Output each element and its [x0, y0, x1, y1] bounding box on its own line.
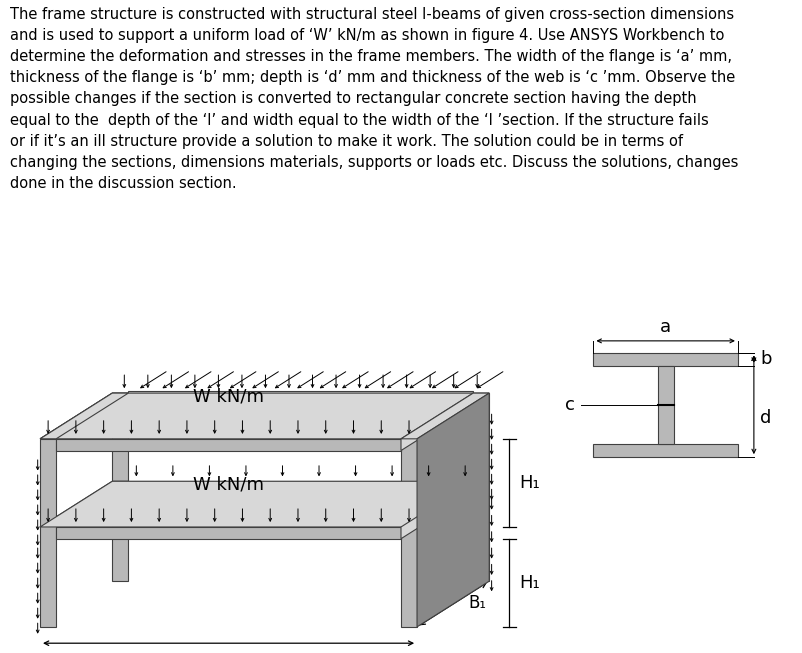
- Bar: [56, 527, 401, 539]
- Polygon shape: [40, 393, 489, 439]
- Text: a: a: [660, 317, 671, 336]
- Polygon shape: [56, 481, 128, 539]
- Text: W kN/m: W kN/m: [193, 387, 264, 406]
- Text: H₁: H₁: [519, 474, 540, 492]
- Polygon shape: [40, 393, 128, 439]
- Polygon shape: [40, 481, 128, 527]
- Bar: [593, 444, 738, 457]
- Bar: [56, 439, 401, 451]
- Text: H₁: H₁: [519, 574, 540, 592]
- Polygon shape: [401, 393, 489, 439]
- Text: b: b: [760, 350, 772, 368]
- Bar: [112, 393, 128, 581]
- Bar: [401, 439, 417, 627]
- Bar: [128, 393, 473, 405]
- Polygon shape: [128, 391, 473, 393]
- Bar: [128, 481, 473, 493]
- Bar: [40, 439, 56, 627]
- Bar: [473, 393, 489, 581]
- Text: d: d: [760, 409, 772, 427]
- Text: c: c: [565, 396, 575, 414]
- Text: W kN/m: W kN/m: [193, 475, 264, 494]
- Polygon shape: [417, 393, 489, 627]
- Text: B₁: B₁: [468, 594, 486, 612]
- Polygon shape: [401, 393, 473, 451]
- Polygon shape: [40, 393, 128, 439]
- Polygon shape: [56, 393, 128, 451]
- Bar: [658, 366, 674, 444]
- Polygon shape: [401, 481, 473, 539]
- Bar: [593, 353, 738, 366]
- Polygon shape: [40, 481, 489, 527]
- Text: The frame structure is constructed with structural steel I-beams of given cross-: The frame structure is constructed with …: [10, 7, 738, 191]
